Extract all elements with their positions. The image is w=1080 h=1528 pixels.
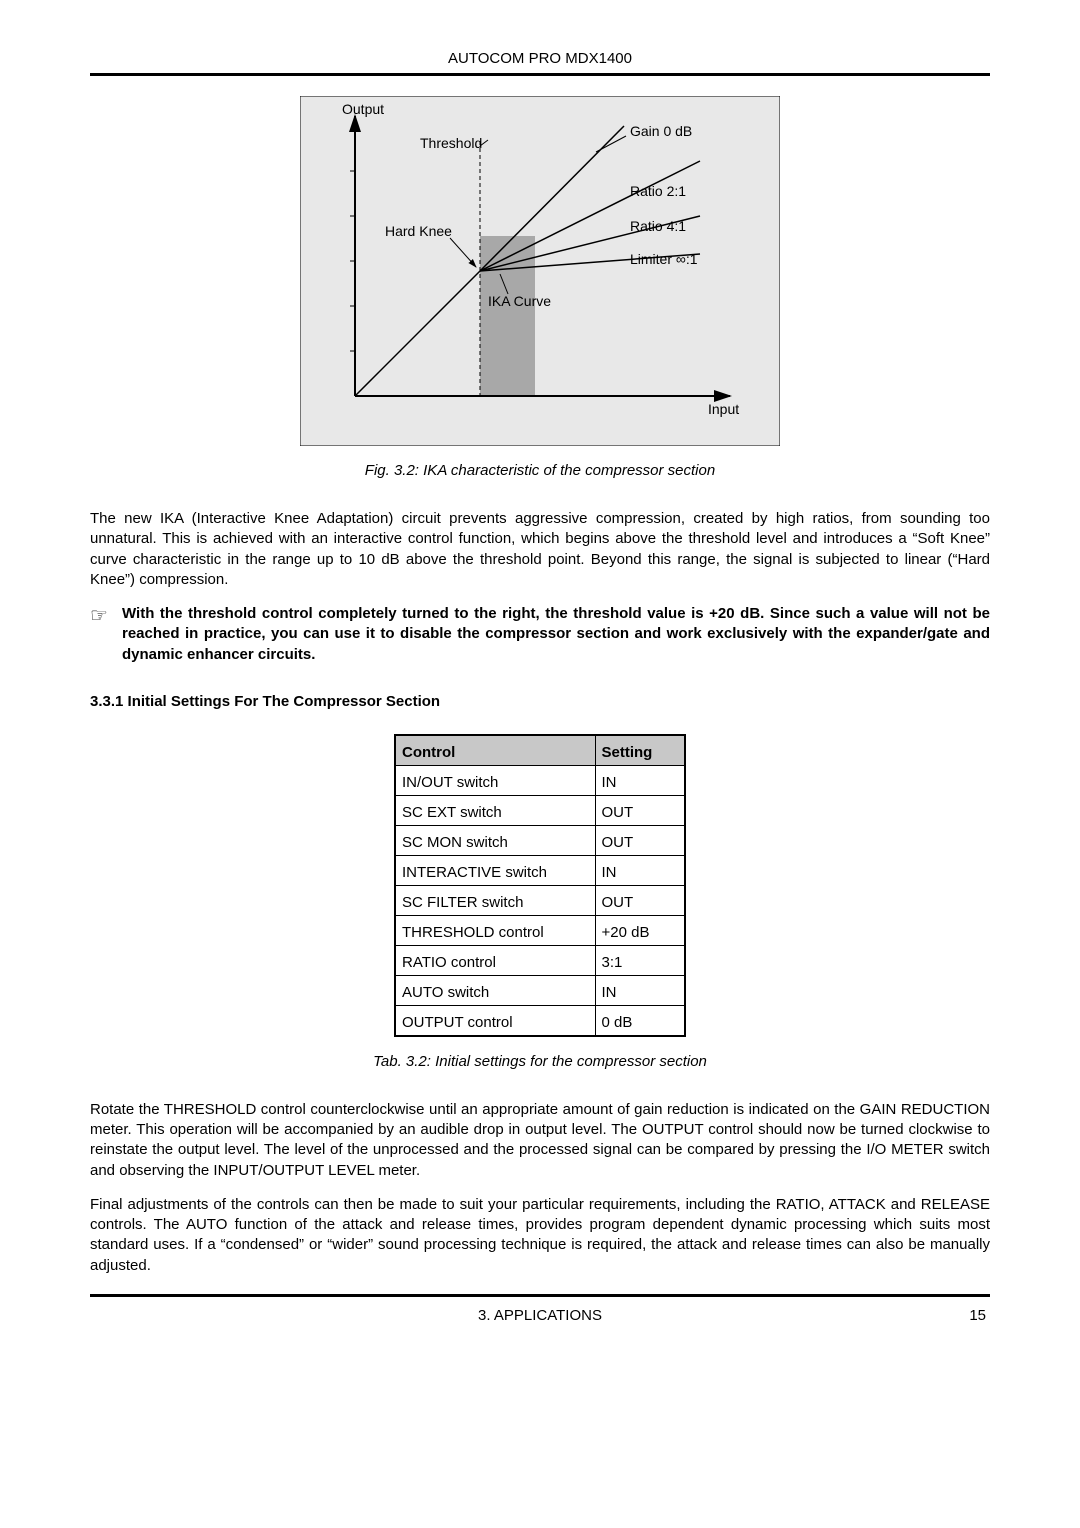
svg-text:Ratio 4:1: Ratio 4:1 — [630, 218, 686, 234]
table-row: OUTPUT control0 dB — [395, 1005, 685, 1036]
figure-caption: Fig. 3.2: IKA characteristic of the comp… — [90, 462, 990, 479]
svg-text:Hard Knee: Hard Knee — [385, 223, 452, 239]
table-cell-control: SC MON switch — [395, 825, 595, 855]
footer-page-number: 15 — [946, 1307, 986, 1324]
page-header: AUTOCOM PRO MDX1400 — [90, 50, 990, 73]
table-cell-setting: 3:1 — [595, 945, 685, 975]
table-row: THRESHOLD control+20 dB — [395, 915, 685, 945]
svg-text:Gain 0 dB: Gain 0 dB — [630, 123, 692, 139]
table-caption: Tab. 3.2: Initial settings for the compr… — [90, 1053, 990, 1070]
table-cell-setting: 0 dB — [595, 1005, 685, 1036]
table-row: SC EXT switchOUT — [395, 795, 685, 825]
header-rule — [90, 73, 990, 76]
table-cell-setting: IN — [595, 855, 685, 885]
table-row: AUTO switchIN — [395, 975, 685, 1005]
table-cell-control: SC EXT switch — [395, 795, 595, 825]
diagram-container: Output Threshold Hard Knee IKA Curve Gain 0 … — [90, 96, 990, 450]
settings-table: Control Setting IN/OUT switchINSC EXT sw… — [394, 734, 686, 1037]
footer-rule — [90, 1294, 990, 1297]
table-cell-control: OUTPUT control — [395, 1005, 595, 1036]
table-row: SC MON switchOUT — [395, 825, 685, 855]
svg-text:Threshold: Threshold — [420, 135, 482, 151]
paragraph-final: Final adjustments of the controls can th… — [90, 1195, 990, 1276]
section-heading: 3.3.1 Initial Settings For The Compresso… — [90, 693, 990, 710]
table-cell-setting: IN — [595, 765, 685, 795]
table-header-control: Control — [395, 735, 595, 766]
table-cell-setting: +20 dB — [595, 915, 685, 945]
table-row: IN/OUT switchIN — [395, 765, 685, 795]
table-row: RATIO control3:1 — [395, 945, 685, 975]
table-cell-setting: IN — [595, 975, 685, 1005]
table-cell-control: SC FILTER switch — [395, 885, 595, 915]
table-header-setting: Setting — [595, 735, 685, 766]
table-cell-control: THRESHOLD control — [395, 915, 595, 945]
footer-left — [94, 1307, 134, 1324]
svg-text:Output: Output — [342, 101, 384, 117]
svg-text:Ratio 2:1: Ratio 2:1 — [630, 183, 686, 199]
footer-section: 3. APPLICATIONS — [134, 1307, 946, 1324]
table-cell-setting: OUT — [595, 825, 685, 855]
note-block: ☞ With the threshold control completely … — [90, 604, 990, 665]
table-cell-control: INTERACTIVE switch — [395, 855, 595, 885]
paragraph-ika: The new IKA (Interactive Knee Adaptation… — [90, 509, 990, 590]
svg-text:Limiter ∞:1: Limiter ∞:1 — [630, 251, 698, 267]
note-text: With the threshold control completely tu… — [122, 604, 990, 665]
svg-text:Input: Input — [708, 401, 739, 417]
table-cell-control: IN/OUT switch — [395, 765, 595, 795]
paragraph-rotate: Rotate the THRESHOLD control countercloc… — [90, 1100, 990, 1181]
table-cell-control: RATIO control — [395, 945, 595, 975]
table-cell-setting: OUT — [595, 885, 685, 915]
table-row: INTERACTIVE switchIN — [395, 855, 685, 885]
page-footer: 3. APPLICATIONS 15 — [90, 1307, 990, 1324]
table-cell-setting: OUT — [595, 795, 685, 825]
svg-text:IKA Curve: IKA Curve — [488, 293, 551, 309]
pointing-hand-icon: ☞ — [90, 604, 122, 626]
table-row: SC FILTER switchOUT — [395, 885, 685, 915]
table-cell-control: AUTO switch — [395, 975, 595, 1005]
ika-diagram: Output Threshold Hard Knee IKA Curve Gain 0 … — [300, 96, 780, 446]
